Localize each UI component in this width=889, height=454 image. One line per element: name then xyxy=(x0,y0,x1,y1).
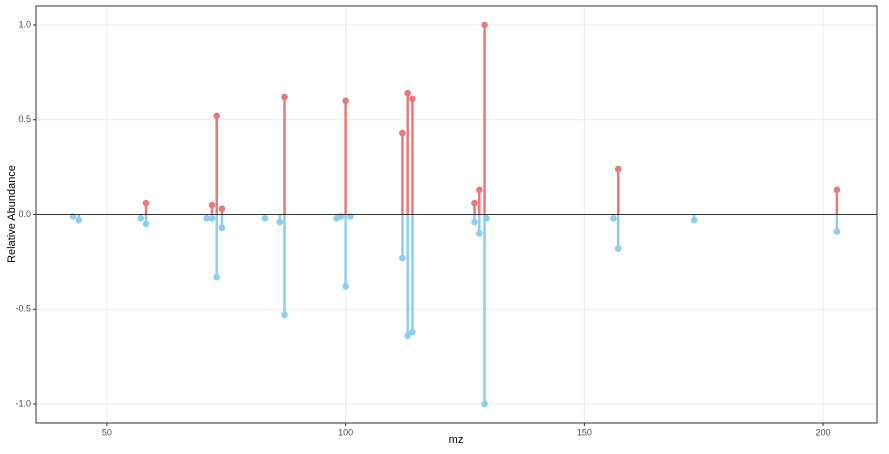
y-tick-label: 0.0 xyxy=(18,209,31,219)
stem-point xyxy=(475,186,483,194)
y-tick-label: -1.0 xyxy=(15,398,31,408)
stem-point xyxy=(833,228,841,235)
stem-point xyxy=(483,214,490,222)
stem-point xyxy=(409,95,416,103)
stem-point xyxy=(208,214,216,222)
x-axis-label: mz xyxy=(449,434,464,446)
stem-point xyxy=(213,112,221,120)
x-tick-label: 100 xyxy=(338,427,353,437)
stem-point xyxy=(399,254,406,262)
stem-point xyxy=(475,230,483,237)
stem-point xyxy=(471,199,478,207)
stem-point xyxy=(481,400,488,408)
stem-point xyxy=(203,214,210,222)
stem-point xyxy=(481,21,488,29)
stem-point xyxy=(276,218,284,226)
stem-point xyxy=(75,216,83,224)
stem-point xyxy=(399,129,406,137)
stem-point xyxy=(614,245,622,252)
stem-point xyxy=(471,218,478,226)
x-tick-label: 150 xyxy=(577,427,592,437)
stem-point xyxy=(142,199,150,207)
stem-point xyxy=(218,224,226,232)
stem-point xyxy=(342,283,349,290)
y-tick-label: 0.5 xyxy=(18,114,31,124)
stem-point xyxy=(404,89,411,97)
stem-point xyxy=(218,205,226,213)
stem-point xyxy=(614,165,622,173)
stem-point xyxy=(261,214,269,222)
stem-point xyxy=(281,311,288,319)
stem-point xyxy=(409,328,416,336)
stem-point xyxy=(137,214,145,222)
stem-point xyxy=(208,201,216,209)
stem-point xyxy=(690,216,698,224)
stem-point xyxy=(281,93,288,101)
x-tick-label: 50 xyxy=(102,427,112,437)
panel-border xyxy=(35,5,878,424)
x-tick-label: 200 xyxy=(816,427,831,437)
stem-point xyxy=(342,97,349,105)
stem-point xyxy=(833,186,841,194)
stem-point xyxy=(213,273,221,281)
stem-point xyxy=(142,220,150,228)
stem-point xyxy=(610,214,617,222)
y-tick-label: 1.0 xyxy=(18,19,31,29)
y-tick-label: -0.5 xyxy=(15,304,31,314)
y-axis-label: Relative Abundance xyxy=(6,165,18,263)
stem-point xyxy=(404,332,411,340)
